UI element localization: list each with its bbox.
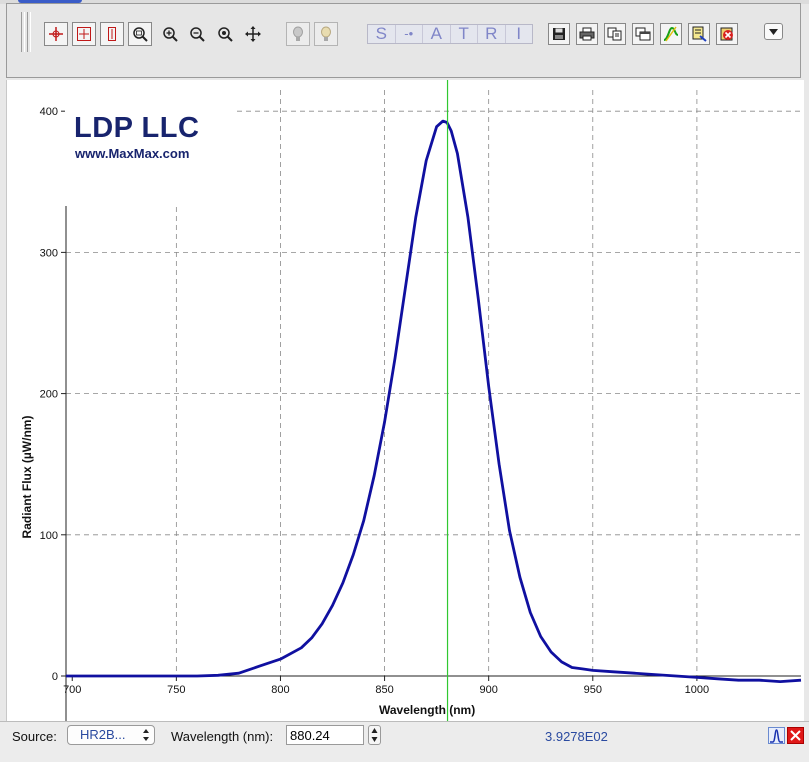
mode-s-button[interactable]: S xyxy=(368,25,396,43)
zoom-box-icon xyxy=(132,26,148,42)
overlay-button[interactable] xyxy=(660,23,682,45)
source-label: Source: xyxy=(12,729,57,744)
flux-readout: 3.9278E02 xyxy=(545,729,608,744)
copy-button[interactable] xyxy=(604,23,626,45)
lamp-on-button[interactable] xyxy=(314,22,338,46)
copy-window-icon xyxy=(635,27,651,41)
x-tick-label: 800 xyxy=(271,684,289,696)
zoom-box-button[interactable] xyxy=(128,22,152,46)
y-tick-label: 300 xyxy=(40,247,58,259)
x-tick-label: 850 xyxy=(375,684,393,696)
fit-vertical-icon xyxy=(104,26,120,42)
print-button[interactable] xyxy=(576,23,598,45)
source-value: HR2B... xyxy=(80,727,126,742)
chevron-down-icon xyxy=(769,29,778,35)
save-icon xyxy=(552,27,566,41)
logo-url: www.MaxMax.com xyxy=(75,146,189,161)
y-axis-label: Radiant Flux (µW/nm) xyxy=(20,407,34,547)
y-tick-label: 0 xyxy=(52,671,58,683)
x-tick-label: 900 xyxy=(479,684,497,696)
close-icon xyxy=(788,728,803,743)
overlay-icon xyxy=(663,26,679,42)
fit-all-icon xyxy=(76,26,92,42)
toolbar-overflow-button[interactable] xyxy=(764,23,783,40)
crosshair-icon xyxy=(48,26,64,42)
toolbar: S -• A T R I xyxy=(6,3,801,78)
y-tick-label: 400 xyxy=(40,106,58,118)
y-tick-label: 200 xyxy=(40,389,58,401)
fit-vertical-button[interactable] xyxy=(100,22,124,46)
wavelength-input[interactable] xyxy=(286,725,364,745)
mode-t-button[interactable]: T xyxy=(451,25,479,43)
source-select[interactable]: HR2B... xyxy=(67,725,155,745)
export-button[interactable] xyxy=(688,23,710,45)
mode-a-button[interactable]: A xyxy=(423,25,451,43)
peak-icon xyxy=(769,728,784,743)
x-axis-label: Wavelength (nm) xyxy=(379,703,475,717)
wavelength-stepper[interactable] xyxy=(368,725,381,745)
fit-all-button[interactable] xyxy=(72,22,96,46)
toolbar-grip[interactable] xyxy=(27,12,31,52)
x-tick-label: 950 xyxy=(584,684,602,696)
x-tick-label: 700 xyxy=(63,684,81,696)
zoom-in-icon xyxy=(162,26,178,42)
clear-button[interactable] xyxy=(716,23,738,45)
export-icon xyxy=(691,26,707,42)
updown-arrows-icon xyxy=(369,726,380,744)
crosshair-button[interactable] xyxy=(44,22,68,46)
print-icon xyxy=(579,27,595,41)
y-tick-label: 100 xyxy=(40,530,58,542)
status-bar: Source: HR2B... Wavelength (nm): 3.9278E… xyxy=(0,721,809,762)
updown-arrows-icon xyxy=(141,727,151,743)
x-tick-label: 1000 xyxy=(685,684,709,696)
zoom-out-button[interactable] xyxy=(185,22,209,46)
mode-dark-button[interactable]: -• xyxy=(396,25,424,43)
ldp-logo: LDP LLC www.MaxMax.com xyxy=(65,88,235,206)
pan-button[interactable] xyxy=(241,22,265,46)
clear-icon xyxy=(719,26,735,42)
zoom-reset-icon xyxy=(217,26,233,42)
lamp-off-icon xyxy=(291,26,305,42)
mode-letter-group: S -• A T R I xyxy=(367,24,533,44)
plot-panel[interactable]: 0 100 200 300 400 700 750 800 850 900 950 1000 LDP … xyxy=(6,80,804,721)
save-button[interactable] xyxy=(548,23,570,45)
mode-r-button[interactable]: R xyxy=(478,25,506,43)
lamp-on-icon xyxy=(319,26,333,42)
zoom-out-icon xyxy=(189,26,205,42)
close-panel-button[interactable] xyxy=(787,727,804,744)
mode-i-button[interactable]: I xyxy=(506,25,533,43)
copy-icon xyxy=(607,27,623,41)
toolbar-grip[interactable] xyxy=(21,12,25,52)
zoom-reset-button[interactable] xyxy=(213,22,237,46)
copy-window-button[interactable] xyxy=(632,23,654,45)
x-tick-label: 750 xyxy=(167,684,185,696)
peak-view-button[interactable] xyxy=(768,727,785,744)
logo-title: LDP LLC xyxy=(74,112,199,145)
pan-icon xyxy=(245,26,261,42)
zoom-in-button[interactable] xyxy=(158,22,182,46)
lamp-off-button[interactable] xyxy=(286,22,310,46)
wavelength-label: Wavelength (nm): xyxy=(171,729,273,744)
